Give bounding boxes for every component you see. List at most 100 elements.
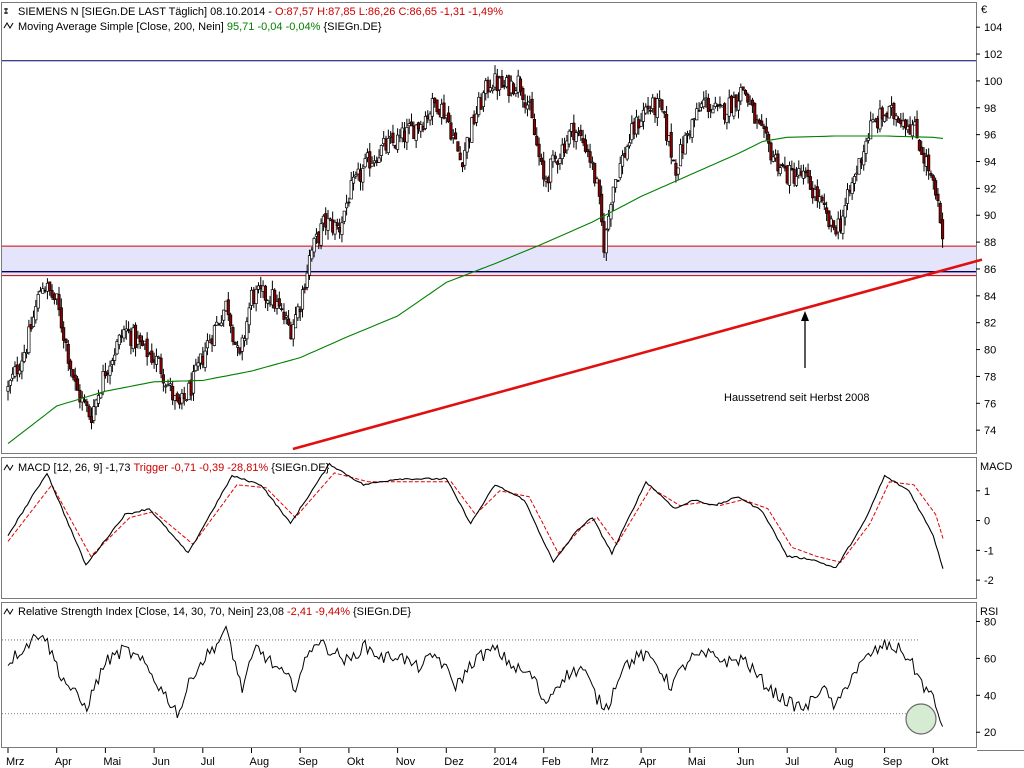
candle-body — [607, 215, 611, 230]
x-tick-label: Feb — [542, 756, 561, 768]
candle-body — [127, 329, 131, 332]
ma-legend-suffix: {SIEGn.DE} — [323, 21, 381, 33]
candle-body — [491, 88, 495, 92]
candle-body — [725, 113, 729, 123]
candle-body — [887, 106, 891, 119]
candle-body — [236, 345, 240, 348]
candle-body — [379, 145, 383, 156]
candle-body — [801, 170, 805, 179]
candle-body — [767, 134, 771, 144]
price-tick-label: 104 — [984, 22, 1002, 34]
wave-icon — [3, 22, 14, 29]
candle-body — [361, 168, 365, 183]
candle-body — [247, 307, 251, 326]
price-tick-label: 76 — [984, 398, 996, 410]
candle-body — [465, 137, 469, 153]
candle-body — [706, 98, 710, 112]
candle-body — [685, 133, 690, 135]
candle-body — [273, 289, 277, 309]
candle-body — [191, 371, 196, 394]
candle-body — [280, 308, 284, 311]
macd-legend-values: Trigger -0,71 -0,39 -28,81% — [134, 462, 269, 474]
price-tick-label: 78 — [984, 371, 996, 383]
candle-body — [486, 79, 490, 93]
candle-body — [639, 120, 643, 127]
candle-body — [662, 111, 666, 114]
candle-body — [298, 308, 302, 313]
candle-body — [832, 220, 836, 228]
candle-body — [676, 167, 680, 175]
candle-body — [133, 324, 138, 348]
candle-body — [716, 105, 720, 107]
candle-body — [296, 306, 300, 319]
candle-body — [205, 340, 209, 349]
candle-body — [363, 158, 367, 168]
candle-body — [307, 255, 312, 276]
candle-body — [934, 180, 938, 196]
price-legend-prefix: SIEMENS N [SIEGn.DE LAST Täglich] 08.10.… — [18, 6, 272, 18]
candle-body — [530, 98, 534, 119]
price-legend-values: O:87,57 H:87,85 L:86,26 C:86,65 -1,31 -1… — [275, 6, 503, 18]
candle-body — [161, 374, 165, 384]
candle-body — [6, 386, 10, 392]
candle-body — [620, 154, 625, 167]
candle-body — [347, 201, 351, 204]
candle-body — [203, 350, 207, 368]
candle-body — [185, 399, 189, 402]
candle-body — [25, 352, 29, 354]
price-tick-label: 80 — [984, 345, 996, 357]
candle-body — [567, 130, 571, 145]
candle-body — [665, 114, 669, 141]
candle-body — [50, 290, 54, 298]
candle-body — [586, 149, 590, 153]
candle-body — [862, 151, 866, 166]
candle-body — [354, 174, 358, 177]
candle-body — [263, 285, 267, 301]
price-axis-title: € — [981, 4, 987, 16]
price-tick-label: 86 — [984, 264, 996, 276]
candle-body — [229, 314, 233, 327]
candle-body — [929, 173, 933, 176]
price-tick-label: 100 — [984, 76, 1002, 88]
candle-body — [171, 385, 175, 401]
candle-body — [600, 193, 604, 223]
candle-body — [941, 219, 945, 240]
candle-body — [525, 104, 530, 110]
candle-body — [326, 217, 330, 231]
candle-body — [240, 337, 244, 352]
candle-body — [22, 352, 26, 362]
candle-body — [300, 289, 305, 310]
candle-body — [771, 156, 775, 162]
candle-body — [138, 335, 142, 342]
wave-icon — [3, 608, 14, 615]
candle-body — [57, 294, 61, 311]
candle-body — [145, 338, 149, 358]
candle-body — [697, 110, 701, 112]
candle-body — [226, 299, 230, 316]
rsi-highlight-circle — [905, 703, 937, 735]
candle-body — [76, 378, 80, 391]
macd-tick-label: 0 — [984, 516, 990, 528]
candle-body — [154, 355, 158, 365]
candle-body — [723, 103, 727, 120]
candle-body — [936, 193, 940, 201]
candle-body — [512, 83, 516, 95]
candle-body — [69, 360, 73, 370]
candle-body — [769, 142, 773, 161]
candle-body — [117, 334, 121, 346]
candle-body — [377, 157, 381, 163]
rsi-legend-suffix: {SIEGn.DE} — [353, 606, 411, 618]
candle-body — [702, 99, 706, 108]
candle-body — [113, 354, 117, 361]
candle-body — [660, 99, 664, 111]
candle-body — [391, 132, 395, 144]
rsi-tick-label: 80 — [984, 616, 996, 628]
candle-body — [910, 124, 914, 137]
candle-body — [442, 102, 446, 119]
ma-legend: Moving Average Simple [Close, 200, Nein]… — [3, 21, 382, 33]
candle-body — [18, 369, 22, 375]
price-candles — [6, 65, 945, 430]
candle-body — [690, 119, 694, 138]
